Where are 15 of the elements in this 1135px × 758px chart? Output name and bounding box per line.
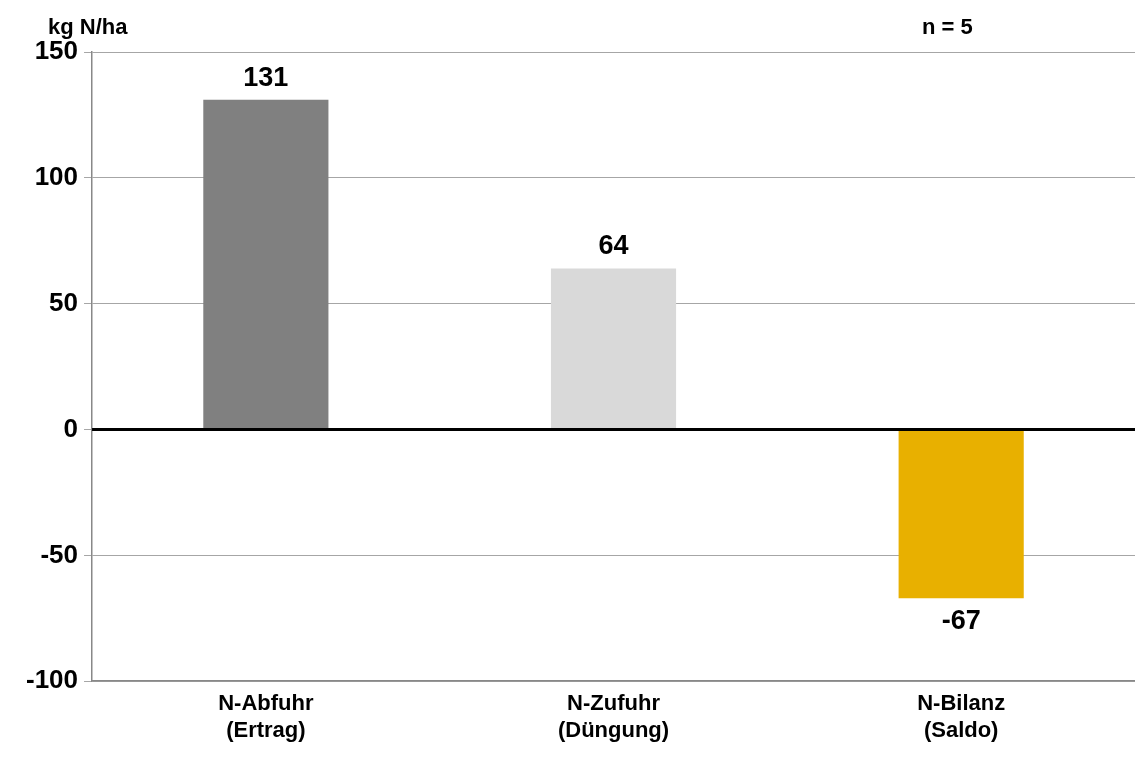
bar: [550, 268, 677, 430]
x-tick-label: N-Abfuhr (Ertrag): [218, 690, 314, 742]
y-tick-label: -50: [40, 538, 79, 569]
x-tick-label: N-Zufuhr (Düngung): [557, 690, 670, 742]
y-tick-label: 50: [49, 286, 79, 317]
y-tick-label: 0: [63, 412, 79, 443]
y-tick-label: -100: [25, 664, 79, 695]
data-label: 64: [598, 230, 629, 261]
bar: [203, 99, 329, 430]
y-tick-label: 100: [34, 161, 79, 192]
bar: [898, 430, 1024, 599]
x-tick-label: N-Bilanz (Saldo): [917, 690, 1006, 742]
text: n = 5: [921, 14, 973, 40]
data-label: 131: [243, 61, 289, 92]
data-label: -67: [941, 605, 981, 636]
